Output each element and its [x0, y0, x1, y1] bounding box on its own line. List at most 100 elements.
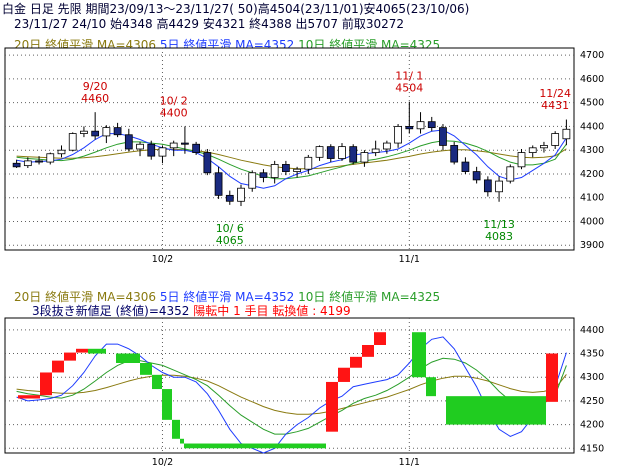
lower-y-tick-label: 4300	[580, 372, 604, 383]
lower-y-tick-label: 4150	[580, 443, 604, 454]
upper-x-tick-label: 10/2	[152, 254, 173, 265]
lower-ma20-line	[16, 374, 567, 415]
candle-body	[483, 179, 492, 193]
candle-body	[382, 142, 391, 150]
candle-body	[405, 126, 414, 130]
candle-body	[338, 146, 346, 159]
candlestick	[360, 150, 369, 167]
upper-x-tick-label: 11/1	[399, 254, 420, 265]
lower-y-tick-label: 4200	[580, 420, 604, 431]
candle-body	[192, 143, 201, 153]
lower-y-tick-label: 4350	[580, 349, 604, 360]
candle-body	[136, 143, 144, 150]
candlestick	[405, 101, 414, 134]
low-annotation-value: 4065	[216, 234, 244, 247]
candle-body	[113, 127, 122, 136]
candle-body	[169, 142, 178, 149]
upper-y-tick-label: 4400	[580, 121, 604, 132]
line-break-brick	[412, 332, 426, 378]
candlestick	[35, 156, 43, 165]
candlestick	[562, 119, 571, 146]
line-break-brick	[162, 389, 172, 420]
low-annotation-date: 10/ 6	[216, 222, 244, 235]
candlestick	[57, 145, 66, 158]
period-summary: 期間23/09/13～23/11/27( 50)高4504(23/11/01)安…	[85, 2, 470, 16]
candle-body	[225, 194, 234, 202]
lower-plot-frame	[4, 317, 575, 454]
candle-body	[506, 166, 515, 182]
candle-body	[450, 145, 459, 163]
kagi-step: 1 手目	[233, 304, 269, 318]
candlestick	[495, 176, 503, 202]
candle-body	[46, 153, 55, 163]
candle-body	[282, 164, 290, 172]
low-annotation-value: 4083	[485, 230, 513, 243]
candle-body	[551, 133, 560, 146]
candlestick	[102, 125, 111, 144]
legend-ma5-lower: 5日 終値平滑 MA=4352	[159, 290, 295, 304]
candlestick	[147, 140, 156, 160]
candle-body	[248, 172, 257, 189]
candle-body	[91, 130, 100, 137]
kagi-info: 3段抜き新値足 (終値)=4352 陽転中 1 手目 転換値 : 4199	[32, 304, 351, 318]
candle-body	[181, 142, 189, 145]
line-break-brick	[546, 353, 558, 402]
candle-body	[461, 161, 470, 172]
line-break-brick	[64, 352, 76, 361]
candle-body	[349, 146, 358, 163]
candlestick	[416, 112, 425, 134]
candlestick	[483, 176, 492, 197]
lower-legend: 20日 終値平滑 MA=4306 5日 終値平滑 MA=4352 10日 終値平…	[14, 290, 440, 304]
high-annotation-value: 4504	[395, 82, 423, 95]
candlestick	[225, 190, 234, 205]
candlestick	[136, 141, 144, 157]
header-line-2: 23/11/27 24/10 始4348 高4429 安4321 終4388 出…	[14, 17, 405, 31]
candle-body	[540, 145, 548, 149]
upper-y-tick-label: 4600	[580, 74, 604, 85]
upper-y-tick-label: 4700	[580, 50, 604, 61]
candlestick	[551, 131, 560, 149]
candlestick	[394, 124, 402, 148]
line-break-brick	[446, 396, 546, 425]
line-break-brick	[326, 381, 338, 432]
line-break-brick	[52, 360, 64, 373]
candle-body	[57, 149, 66, 155]
product-label: 白金 日足 先限	[2, 2, 82, 16]
lower-ma5-line	[16, 336, 567, 454]
candlestick	[315, 145, 324, 161]
ma10-line	[16, 140, 567, 180]
candlestick	[517, 149, 526, 170]
candlestick	[113, 122, 122, 138]
candle-body	[495, 180, 503, 193]
lower-x-tick-label: 11/1	[399, 457, 420, 468]
candlestick	[472, 166, 481, 184]
candle-body	[326, 146, 335, 159]
candle-body	[427, 121, 436, 129]
candlestick	[506, 164, 515, 184]
kagi-state: 陽転中	[193, 304, 230, 318]
candle-body	[517, 152, 526, 168]
candle-body	[270, 164, 279, 178]
candlestick	[450, 141, 459, 165]
ma20-line	[16, 148, 567, 170]
candlestick	[439, 124, 447, 151]
candlestick	[270, 160, 279, 184]
candlestick	[382, 140, 391, 154]
candle-body	[394, 126, 402, 144]
candlestick	[371, 140, 380, 157]
candle-body	[68, 133, 77, 151]
legend-ma20-lower: 20日 終値平滑 MA=4306	[14, 290, 157, 304]
line-break-brick	[140, 363, 152, 375]
candle-body	[416, 121, 425, 130]
line-break-brick	[76, 348, 88, 353]
candle-body	[528, 147, 537, 153]
high-annotation-value: 4460	[81, 92, 109, 105]
candlestick	[304, 154, 313, 174]
candle-body	[158, 147, 167, 157]
candlestick	[259, 169, 268, 183]
legend-ma10-lower: 10日 終値平滑 MA=4325	[298, 290, 441, 304]
candle-body	[304, 156, 313, 170]
lower-x-tick-label: 10/2	[152, 457, 173, 468]
candlestick	[203, 149, 212, 176]
